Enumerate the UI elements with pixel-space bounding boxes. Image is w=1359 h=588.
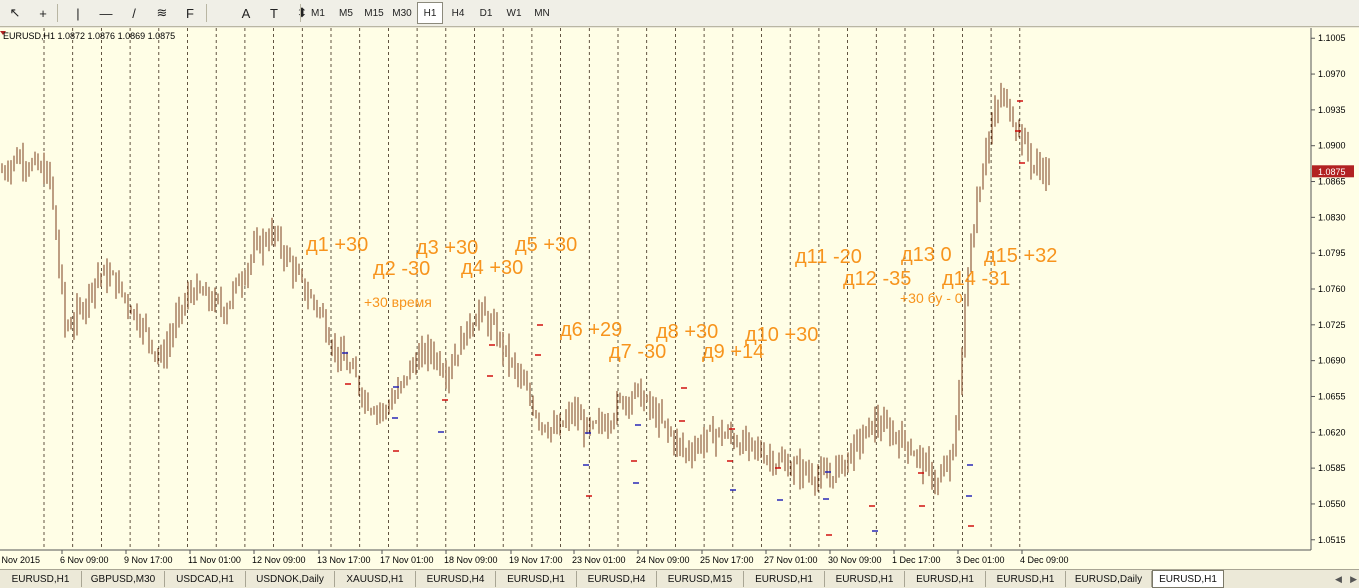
chart-menu-icon bbox=[0, 31, 6, 35]
text-icon[interactable]: A bbox=[241, 5, 251, 21]
chart-tab[interactable]: EURUSD,H1 bbox=[986, 571, 1066, 587]
time-tick-label: 1 Dec 17:00 bbox=[892, 555, 941, 565]
price-tick-label: 1.0935 bbox=[1318, 105, 1346, 115]
time-tick-label: 6 Nov 09:00 bbox=[60, 555, 109, 565]
price-tick-label: 1.0655 bbox=[1318, 391, 1346, 401]
price-tick-label: 1.0585 bbox=[1318, 463, 1346, 473]
price-tick-label: 1.0830 bbox=[1318, 212, 1346, 222]
chart-tab[interactable]: USDCAD,H1 bbox=[165, 571, 246, 587]
chart-area[interactable]: 1.1005 1.0970 1.0935 1.0900 1.0865 1.0830 1.07… bbox=[0, 28, 1359, 569]
timeframe-h1-button[interactable]: H1 bbox=[417, 2, 443, 24]
time-tick-label: 5 Nov 2015 bbox=[0, 555, 40, 565]
trade-annotation[interactable]: д4 +30 bbox=[461, 257, 524, 279]
timeframe-m1-button[interactable]: M1 bbox=[311, 7, 325, 19]
time-tick-label: 24 Nov 09:00 bbox=[636, 555, 690, 565]
price-tick-label: 1.0795 bbox=[1318, 248, 1346, 258]
timeframe-m5-button[interactable]: M5 bbox=[339, 7, 353, 19]
trade-note[interactable]: +30 бу - 0 bbox=[900, 290, 963, 306]
current-price-marker bbox=[1312, 165, 1354, 178]
text-label-icon[interactable]: T bbox=[270, 5, 278, 21]
price-tick-label: 1.0690 bbox=[1318, 356, 1346, 366]
trade-annotation[interactable]: д7 -30 bbox=[609, 341, 667, 363]
time-tick-label: 9 Nov 17:00 bbox=[124, 555, 173, 565]
time-tick-label: 27 Nov 01:00 bbox=[764, 555, 818, 565]
chart-tab[interactable]: EURUSD,H4 bbox=[577, 571, 657, 587]
price-tick-label: 1.0515 bbox=[1318, 535, 1346, 545]
time-tick-label: 23 Nov 01:00 bbox=[572, 555, 626, 565]
chart-tab[interactable]: EURUSD,H1 bbox=[905, 571, 986, 587]
chart-tab[interactable]: EURUSD,Daily bbox=[1066, 571, 1152, 587]
toolbar: ↖ + | — / ≋ F A T ⬍ M1 M5 M15 M30 H1 H4 D1 W1 MN bbox=[0, 0, 1359, 27]
trade-note[interactable]: +30 время bbox=[364, 294, 432, 310]
time-tick-label: 12 Nov 09:00 bbox=[252, 555, 306, 565]
chart-tab[interactable]: GBPUSD,M30 bbox=[82, 571, 165, 587]
price-tick-label: 1.0725 bbox=[1318, 320, 1346, 330]
timeframe-m30-button[interactable]: M30 bbox=[392, 7, 412, 19]
trade-annotation[interactable]: д13 0 bbox=[901, 244, 952, 266]
price-tick-label: 1.0760 bbox=[1318, 284, 1346, 294]
horizontal-line-icon[interactable]: — bbox=[99, 5, 113, 21]
timeframe-mn-button[interactable]: MN bbox=[534, 7, 550, 19]
time-tick-label: 4 Dec 09:00 bbox=[1020, 555, 1069, 565]
chart-canvas[interactable]: 1.1005 1.0970 1.0935 1.0900 1.0865 1.0830 1.07… bbox=[0, 28, 1359, 569]
chart-tab[interactable]: EURUSD,H1 bbox=[1152, 570, 1224, 588]
price-tick-label: 1.0865 bbox=[1318, 177, 1346, 187]
trade-annotation[interactable]: д10 +30 bbox=[745, 324, 819, 346]
trade-annotation[interactable]: д8 +30 bbox=[656, 321, 719, 343]
trade-annotation[interactable]: д6 +29 bbox=[560, 319, 623, 341]
trade-annotation[interactable]: д1 +30 bbox=[306, 234, 369, 256]
price-tick-label: 1.1005 bbox=[1318, 33, 1346, 43]
cursor-icon[interactable]: ↖ bbox=[9, 5, 21, 20]
chart-tab-bar: ◀ ▶ EURUSD,H1 GBPUSD,M30 USDCAD,H1 USDNOK,D… bbox=[0, 569, 1359, 588]
trade-annotation[interactable]: д11 -20 bbox=[795, 246, 862, 268]
fibonacci-icon[interactable]: F bbox=[186, 5, 194, 21]
price-axis-panel bbox=[1311, 28, 1359, 569]
chart-tab[interactable]: EURUSD,H1 bbox=[744, 571, 825, 587]
toolbar-separator bbox=[300, 4, 301, 22]
time-tick-label: 13 Nov 17:00 bbox=[317, 555, 371, 565]
trade-annotation[interactable]: д9 +14 bbox=[702, 341, 765, 363]
vertical-line-icon[interactable]: | bbox=[76, 5, 80, 21]
crosshair-icon[interactable]: + bbox=[39, 5, 47, 21]
trade-annotation[interactable]: д14 -31 bbox=[942, 268, 1011, 290]
current-price-label: 1.0875 bbox=[1318, 167, 1346, 177]
chart-tab[interactable]: EURUSD,H1 bbox=[0, 571, 82, 587]
trade-annotation[interactable]: д5 +30 bbox=[515, 234, 578, 256]
time-tick-label: 30 Nov 09:00 bbox=[828, 555, 882, 565]
timeframe-m15-button[interactable]: M15 bbox=[364, 7, 384, 19]
trade-annotation[interactable]: д12 -35 bbox=[843, 268, 912, 290]
chart-tab[interactable]: EURUSD,H4 bbox=[416, 571, 496, 587]
chart-tab[interactable]: XAUUSD,H1 bbox=[335, 571, 416, 587]
arrows-icon[interactable]: ⬍ bbox=[296, 5, 308, 20]
timeframe-w1-button[interactable]: W1 bbox=[506, 7, 522, 19]
time-tick-label: 3 Dec 01:00 bbox=[956, 555, 1005, 565]
timeframe-h4-button[interactable]: H4 bbox=[451, 7, 465, 19]
trade-annotation[interactable]: д15 +32 bbox=[984, 245, 1058, 267]
toolbar-separator bbox=[206, 4, 207, 22]
time-tick-label: 25 Nov 17:00 bbox=[700, 555, 754, 565]
trendline-icon[interactable]: / bbox=[132, 5, 136, 21]
toolbar-separator bbox=[57, 4, 58, 22]
timeframe-d1-button[interactable]: D1 bbox=[479, 7, 493, 19]
price-tick-label: 1.0550 bbox=[1318, 499, 1346, 509]
time-tick-label: 11 Nov 01:00 bbox=[188, 555, 241, 565]
chart-tab[interactable]: USDNOK,Daily bbox=[246, 571, 335, 587]
price-tick-label: 1.0900 bbox=[1318, 141, 1346, 151]
chart-tab[interactable]: EURUSD,H1 bbox=[825, 571, 905, 587]
time-tick-label: 18 Nov 09:00 bbox=[444, 555, 498, 565]
price-tick-label: 1.0620 bbox=[1318, 427, 1346, 437]
tab-scroll[interactable]: ◀ ▶ bbox=[1335, 572, 1357, 586]
time-tick-label: 19 Nov 17:00 bbox=[509, 555, 563, 565]
trade-annotation[interactable]: д3 +30 bbox=[416, 237, 479, 259]
scroll-left-icon[interactable]: ◀ bbox=[1335, 573, 1342, 584]
price-tick-label: 1.0970 bbox=[1318, 69, 1346, 79]
symbol-label: EURUSD,H1 1.0872 1.0876 1.0869 1.0875 bbox=[3, 31, 176, 41]
trade-annotation[interactable]: д2 -30 bbox=[373, 258, 431, 280]
scroll-right-icon[interactable]: ▶ bbox=[1350, 573, 1357, 584]
chart-tab[interactable]: EURUSD,H1 bbox=[496, 571, 577, 587]
channel-icon[interactable]: ≋ bbox=[156, 5, 168, 20]
time-tick-label: 17 Nov 01:00 bbox=[380, 555, 434, 565]
chart-tab[interactable]: EURUSD,M15 bbox=[657, 571, 744, 587]
